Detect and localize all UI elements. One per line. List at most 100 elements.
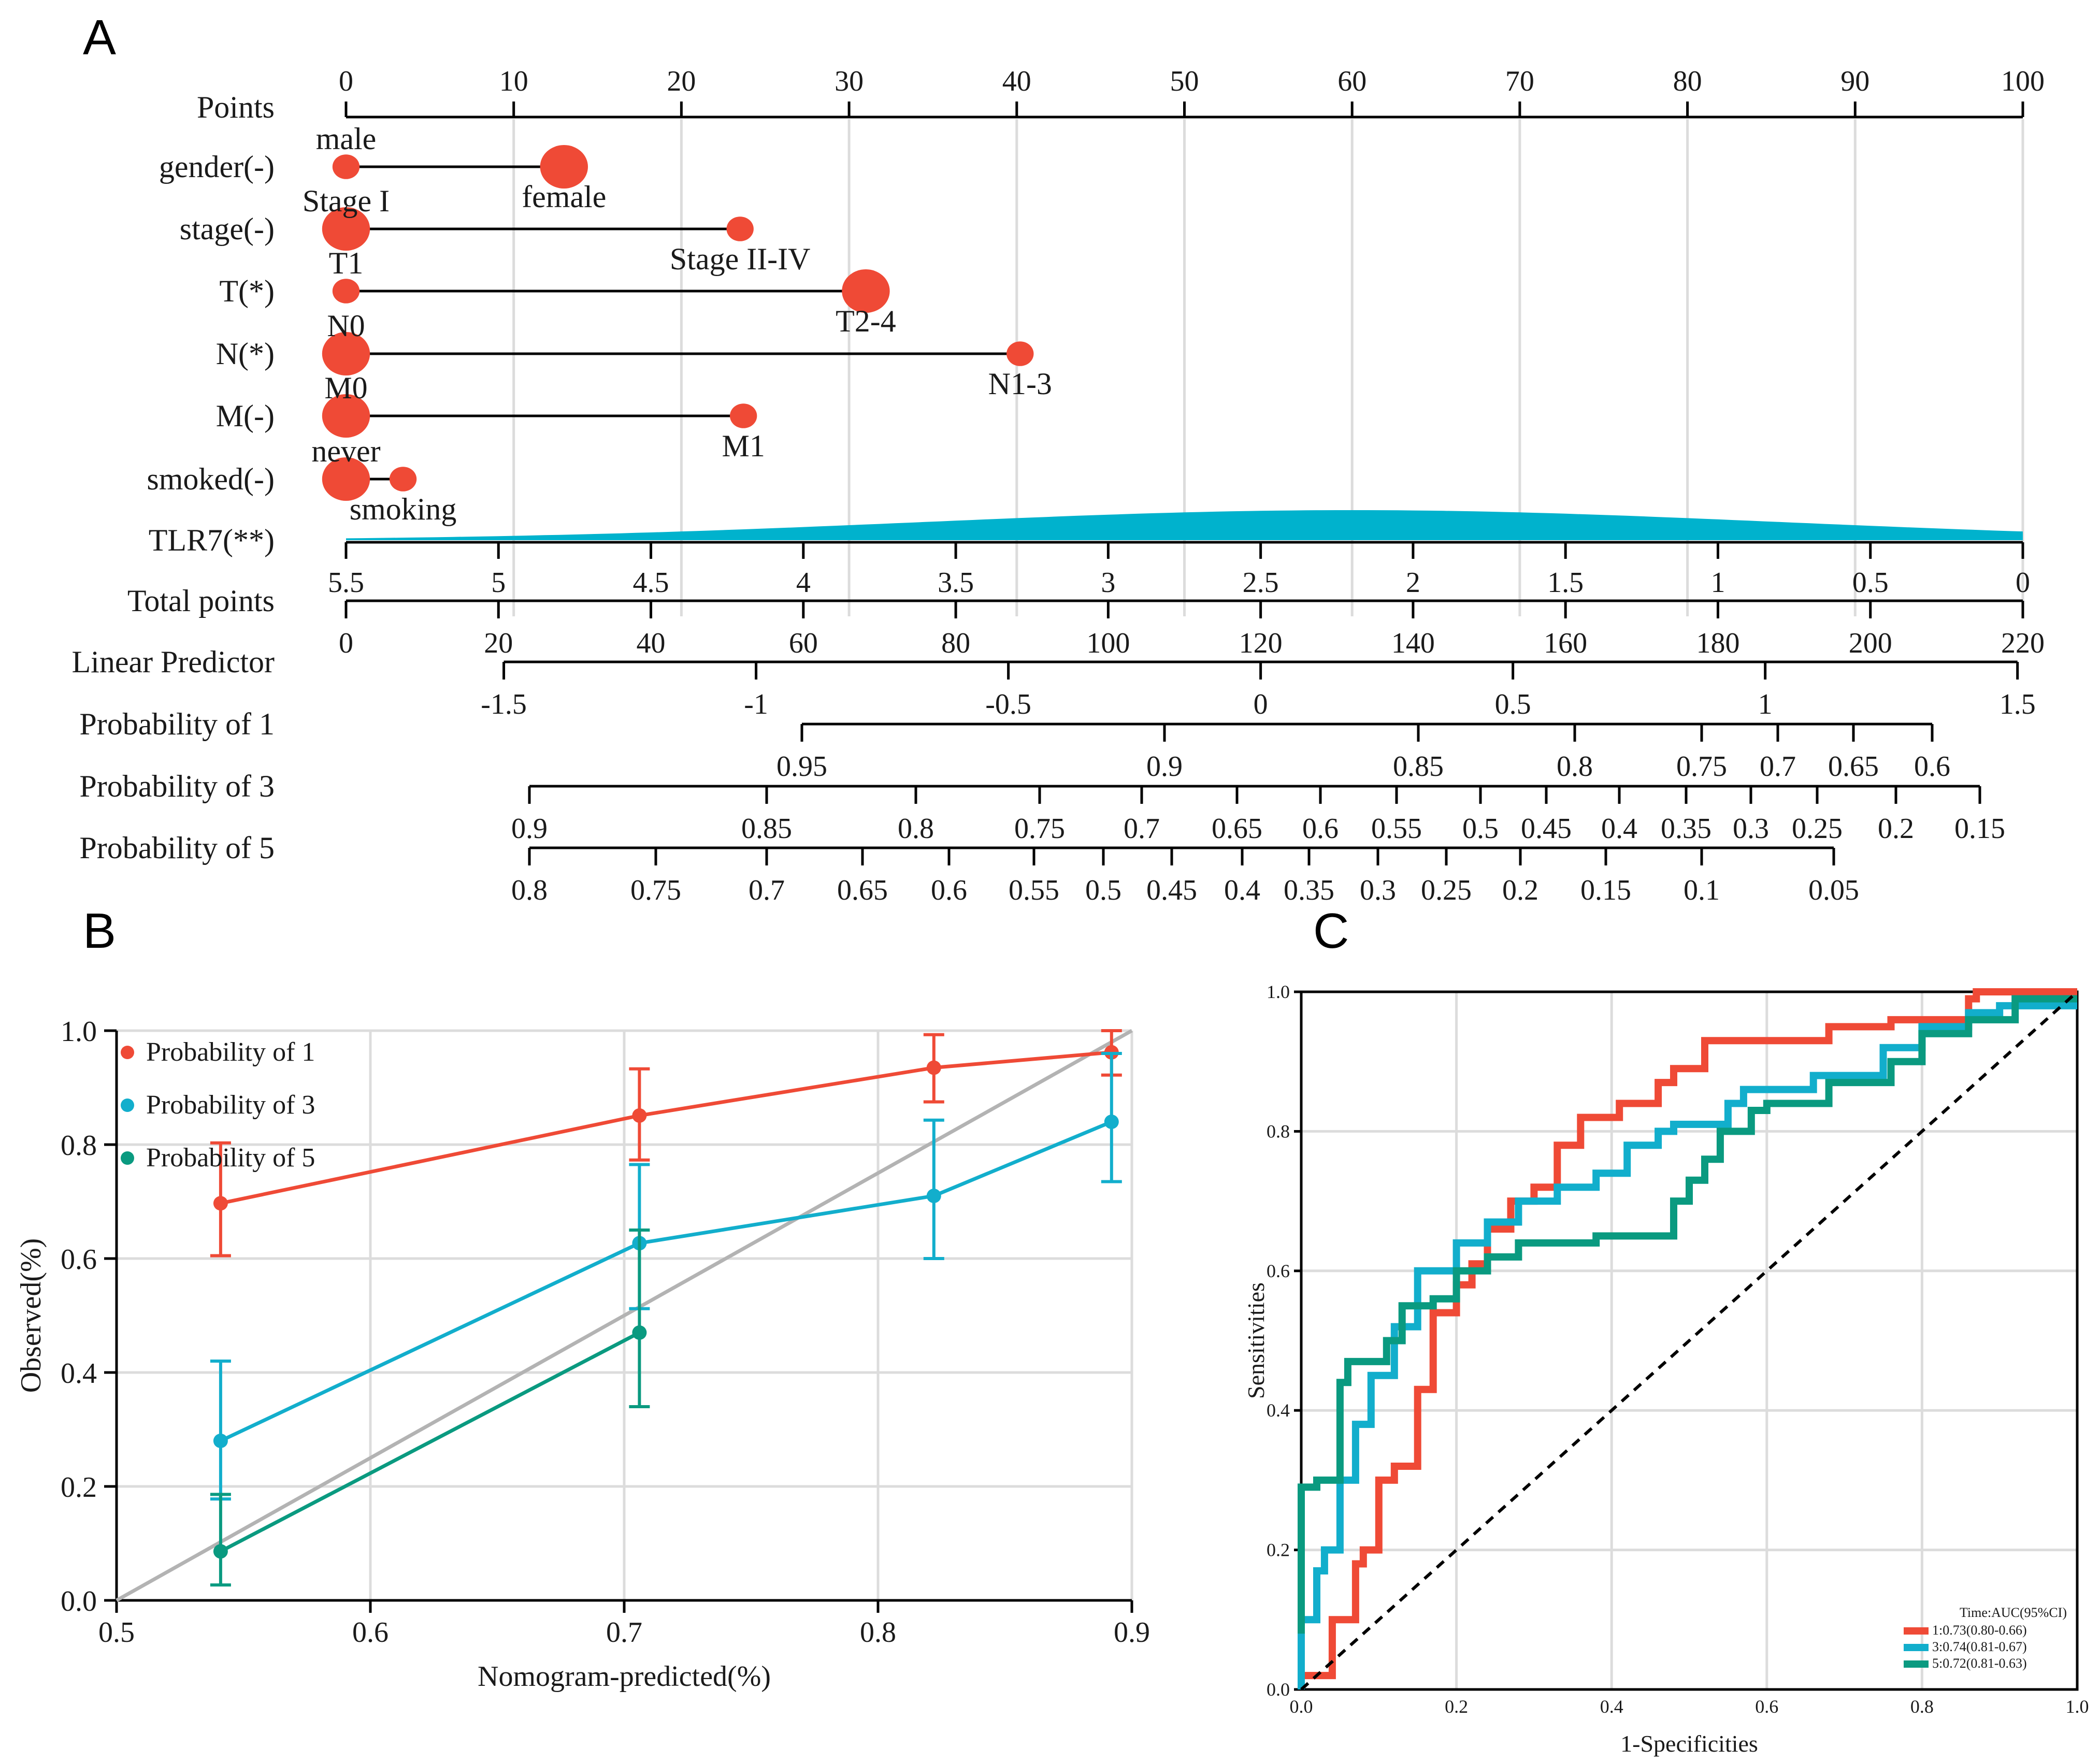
level-weight-dot [842, 269, 890, 313]
level-label: Stage I [303, 184, 390, 218]
level-weight-dot [322, 207, 370, 251]
probability-tick-label: 0.8 [511, 874, 548, 906]
points-tick-label: 80 [1673, 65, 1702, 97]
y-tick-label: 0.0 [61, 1585, 97, 1617]
y-tick-label: 0.2 [61, 1471, 97, 1504]
legend-label: 3:0.74(0.81-0.67) [1932, 1639, 2027, 1654]
probability-tick-label: 0.8 [898, 813, 934, 845]
tlr7-tick-label: 5.5 [328, 567, 364, 599]
data-point [1104, 1115, 1119, 1129]
level-weight-dot [332, 154, 360, 179]
linear-predictor-tick-label: -0.5 [985, 688, 1031, 720]
tlr7-tick-label: 2.5 [1243, 567, 1279, 599]
level-label: smoking [350, 492, 457, 526]
data-point [632, 1325, 647, 1340]
level-weight-dot [729, 403, 757, 428]
x-axis-title: Nomogram-predicted(%) [478, 1660, 771, 1693]
level-weight-dot [322, 332, 370, 375]
y-tick-label: 1.0 [61, 1016, 97, 1048]
row-label-probability: Probability of 5 [79, 831, 275, 865]
y-tick-label: 0.4 [1267, 1400, 1290, 1421]
total-points-tick-label: 140 [1391, 627, 1435, 659]
total-points-tick-label: 20 [484, 627, 513, 659]
total-points-tick-label: 100 [1086, 627, 1130, 659]
row-label-variable: gender(-) [159, 150, 275, 184]
probability-tick-label: 0.7 [749, 874, 785, 906]
row-label-total-points: Total points [127, 584, 275, 618]
legend-swatch [1904, 1627, 1929, 1635]
points-tick-label: 30 [835, 65, 864, 97]
legend-swatch [1904, 1644, 1929, 1651]
y-tick-label: 0.6 [1267, 1261, 1290, 1281]
y-axis-title: Sensitivities [1243, 1282, 1269, 1399]
probability-tick-label: 0.65 [837, 874, 888, 906]
level-weight-dot [322, 394, 370, 438]
roc-curve [1298, 995, 2077, 1634]
roc-curve [1301, 988, 2077, 1680]
x-tick-label: 0.4 [1600, 1696, 1623, 1717]
legend-marker [121, 1151, 134, 1165]
series-line [220, 1050, 1112, 1205]
x-tick-label: 0.9 [1114, 1616, 1150, 1649]
probability-tick-label: 0.2 [1502, 874, 1538, 906]
linear-predictor-tick-label: 1.5 [2000, 688, 2036, 720]
total-points-tick-label: 220 [2001, 627, 2045, 659]
row-label-probability: Probability of 1 [79, 707, 275, 741]
tlr7-tick-label: 1.5 [1547, 567, 1584, 599]
total-points-tick-label: 200 [1849, 627, 1892, 659]
level-label: Stage II-IV [670, 242, 811, 276]
probability-tick-label: 0.6 [931, 874, 967, 906]
level-label: N1-3 [988, 367, 1052, 401]
x-tick-label: 1.0 [2066, 1696, 2089, 1717]
data-point [632, 1108, 647, 1123]
plot-frame [1300, 990, 2079, 1691]
level-weight-dot [389, 467, 417, 492]
x-tick-label: 0.5 [98, 1616, 135, 1649]
level-weight-dot [332, 279, 360, 304]
row-label-tlr7: TLR7(**) [149, 523, 275, 557]
linear-predictor-tick-label: 1 [1758, 688, 1773, 720]
x-tick-label: 0.6 [1755, 1696, 1778, 1717]
probability-tick-label: 0.1 [1684, 874, 1720, 906]
y-tick-label: 0.8 [1267, 1121, 1290, 1141]
probability-tick-label: 0.2 [1878, 813, 1914, 845]
level-label: T1 [329, 246, 364, 280]
probability-tick-label: 0.45 [1146, 874, 1197, 906]
probability-tick-label: 0.5 [1462, 813, 1499, 845]
data-point [926, 1189, 941, 1203]
probability-tick-label: 0.3 [1360, 874, 1396, 906]
probability-tick-label: 0.7 [1760, 750, 1796, 783]
probability-tick-label: 0.3 [1733, 813, 1769, 845]
points-tick-label: 20 [667, 65, 696, 97]
x-axis-title: 1-Specificities [1620, 1730, 1758, 1757]
y-axis-title: Observed(%) [15, 1238, 47, 1393]
probability-tick-label: 0.95 [776, 750, 827, 783]
y-tick-label: 0.8 [61, 1130, 97, 1162]
data-point [926, 1060, 941, 1075]
tlr7-tick-label: 1 [1710, 567, 1725, 599]
row-label-variable: N(*) [216, 337, 275, 371]
roc-curve [1298, 1002, 2077, 1689]
level-label: N0 [327, 309, 365, 343]
total-points-tick-label: 40 [637, 627, 666, 659]
probability-tick-label: 0.35 [1661, 813, 1711, 845]
tlr7-tick-label: 5 [491, 567, 506, 599]
row-label-probability: Probability of 3 [79, 769, 275, 803]
legend-marker [121, 1099, 134, 1112]
y-tick-label: 0.2 [1267, 1540, 1290, 1560]
probability-tick-label: 0.75 [630, 874, 681, 906]
probability-tick-label: 0.8 [1557, 750, 1593, 783]
reference-diagonal-line [1300, 990, 2079, 1691]
probability-tick-label: 0.9 [1146, 750, 1183, 783]
level-label: never [311, 434, 380, 468]
legend-label: Probability of 1 [146, 1037, 315, 1067]
level-weight-dot [540, 145, 588, 189]
probability-tick-label: 0.05 [1808, 874, 1859, 906]
total-points-tick-label: 60 [789, 627, 818, 659]
level-weight-dot [1006, 341, 1034, 366]
tlr7-tick-label: 2 [1406, 567, 1420, 599]
x-tick-label: 0.8 [860, 1616, 896, 1649]
level-label: male [316, 122, 377, 156]
linear-predictor-tick-label: 0.5 [1495, 688, 1531, 720]
probability-tick-label: 0.55 [1371, 813, 1422, 845]
